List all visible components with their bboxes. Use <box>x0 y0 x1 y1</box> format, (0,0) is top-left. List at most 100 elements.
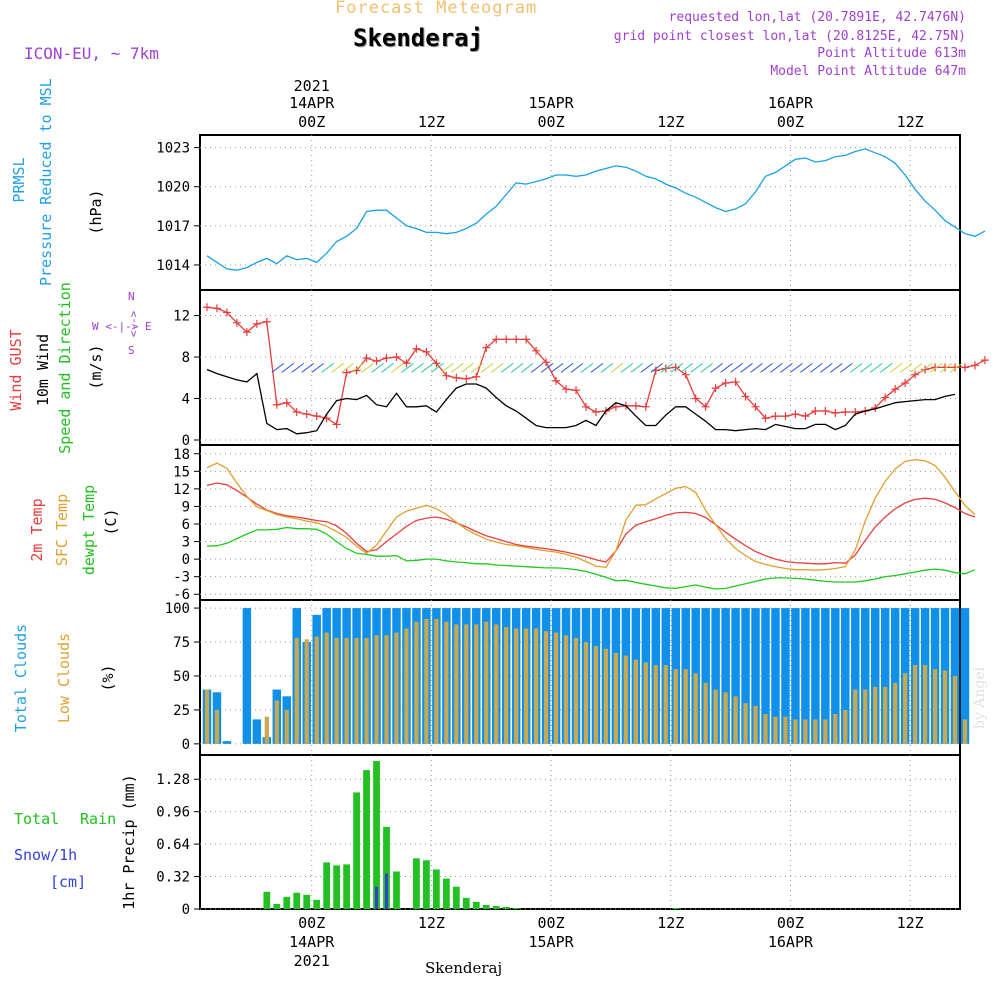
low-cloud-bar <box>763 713 768 744</box>
wind-arrow <box>421 363 434 373</box>
p5-label-rain: Rain <box>80 810 117 828</box>
gust-marker <box>980 356 989 365</box>
total-cloud-bar <box>890 608 900 744</box>
low-cloud-bar <box>823 719 828 744</box>
bottom-time-label: 12Z <box>657 914 684 932</box>
y-tick-label: 1.28 <box>156 772 190 788</box>
y-tick-label: 50 <box>173 669 190 685</box>
rain-bar <box>452 886 460 909</box>
gust-marker <box>741 392 750 401</box>
low-cloud-bar <box>394 632 399 744</box>
low-cloud-bar <box>962 719 968 744</box>
rain-bar <box>423 860 430 909</box>
wind-arrow <box>570 363 584 373</box>
y-tick-label: 0 <box>182 433 190 449</box>
low-cloud-bar <box>623 655 628 744</box>
rain-bar <box>413 858 420 909</box>
gust-marker <box>332 420 341 429</box>
low-cloud-bar <box>464 624 469 744</box>
wind-arrow <box>610 363 624 373</box>
wind-arrow <box>560 363 574 373</box>
rain-bar <box>303 894 311 909</box>
low-cloud-bar <box>663 665 668 744</box>
footer-location: Skenderaj <box>425 959 503 977</box>
gust-marker <box>432 359 441 368</box>
gust-marker <box>791 410 800 419</box>
y-tick-label: 0.32 <box>156 870 190 886</box>
low-cloud-bar <box>524 628 529 744</box>
y-tick-label: 0 <box>182 552 190 568</box>
low-cloud-bar <box>424 618 429 744</box>
low-cloud-bar <box>543 631 549 744</box>
wind-arrow <box>810 363 823 373</box>
rain-bar <box>323 862 331 909</box>
gust-marker <box>542 358 551 367</box>
wind-arrow <box>849 363 863 373</box>
panel-frame-5 <box>199 754 961 910</box>
wind-arrow <box>331 363 344 373</box>
gust-marker <box>312 412 321 421</box>
low-cloud-bar <box>553 632 559 744</box>
gust-marker <box>202 303 211 312</box>
gust-marker <box>482 343 491 352</box>
total-cloud-bar <box>841 608 850 744</box>
wind-arrow <box>490 363 504 373</box>
wind-arrow <box>730 363 743 373</box>
low-cloud-bar <box>204 689 210 744</box>
total-cloud-bar <box>751 608 760 744</box>
temp-2m-line <box>206 482 976 565</box>
y-tick-label: 0 <box>182 737 190 753</box>
wind-arrow <box>510 363 524 373</box>
top-date-label: 15APR <box>528 94 574 112</box>
wind-arrow <box>630 363 644 373</box>
low-cloud-bar <box>873 686 878 744</box>
bottom-date-label: 15APR <box>528 933 574 951</box>
gust-marker <box>242 328 251 337</box>
wind-arrow <box>540 363 554 373</box>
wind-line <box>206 368 956 435</box>
wind-arrow <box>780 363 793 373</box>
gust-marker <box>631 401 640 410</box>
bottom-date-label: 16APR <box>768 933 814 951</box>
gust-marker <box>222 308 231 317</box>
gust-marker <box>512 335 521 344</box>
rain-bar <box>383 826 390 909</box>
gust-marker <box>292 408 301 416</box>
total-cloud-bar <box>831 608 840 744</box>
wind-arrow <box>451 363 464 373</box>
gust-marker <box>562 385 571 394</box>
gust-marker <box>641 402 650 411</box>
wind-arrow <box>869 363 883 373</box>
total-cloud-bar <box>771 608 780 744</box>
gust-marker <box>801 412 810 421</box>
gust-marker <box>731 377 740 386</box>
total-cloud-bar <box>741 608 750 744</box>
rain-bar <box>502 906 510 909</box>
low-cloud-bar <box>533 628 539 744</box>
wind-arrow <box>470 363 484 373</box>
compass-s: S <box>128 344 135 357</box>
wind-arrow <box>700 363 713 373</box>
wind-arrow <box>460 363 474 373</box>
gust-marker <box>671 363 680 372</box>
wind-arrow <box>859 363 873 373</box>
gust-marker <box>751 402 760 411</box>
gust-marker <box>372 357 381 366</box>
low-cloud-bar <box>863 689 868 744</box>
low-cloud-bar <box>264 716 269 744</box>
wind-arrow <box>371 363 384 373</box>
pressure-line <box>206 148 986 271</box>
low-cloud-bar <box>703 682 708 744</box>
low-cloud-bar <box>454 624 459 744</box>
rain-bar <box>363 770 370 909</box>
low-cloud-bar <box>344 637 349 744</box>
wind-arrow <box>820 363 833 373</box>
model-altitude: Model Point Altitude 647m <box>770 64 966 79</box>
wind-arrow <box>929 363 943 373</box>
low-cloud-bar <box>743 703 748 744</box>
low-cloud-bar <box>843 709 848 744</box>
gust-marker <box>422 347 431 356</box>
low-cloud-bar <box>643 662 648 744</box>
low-cloud-bar <box>444 621 449 744</box>
low-cloud-bar <box>374 635 379 744</box>
